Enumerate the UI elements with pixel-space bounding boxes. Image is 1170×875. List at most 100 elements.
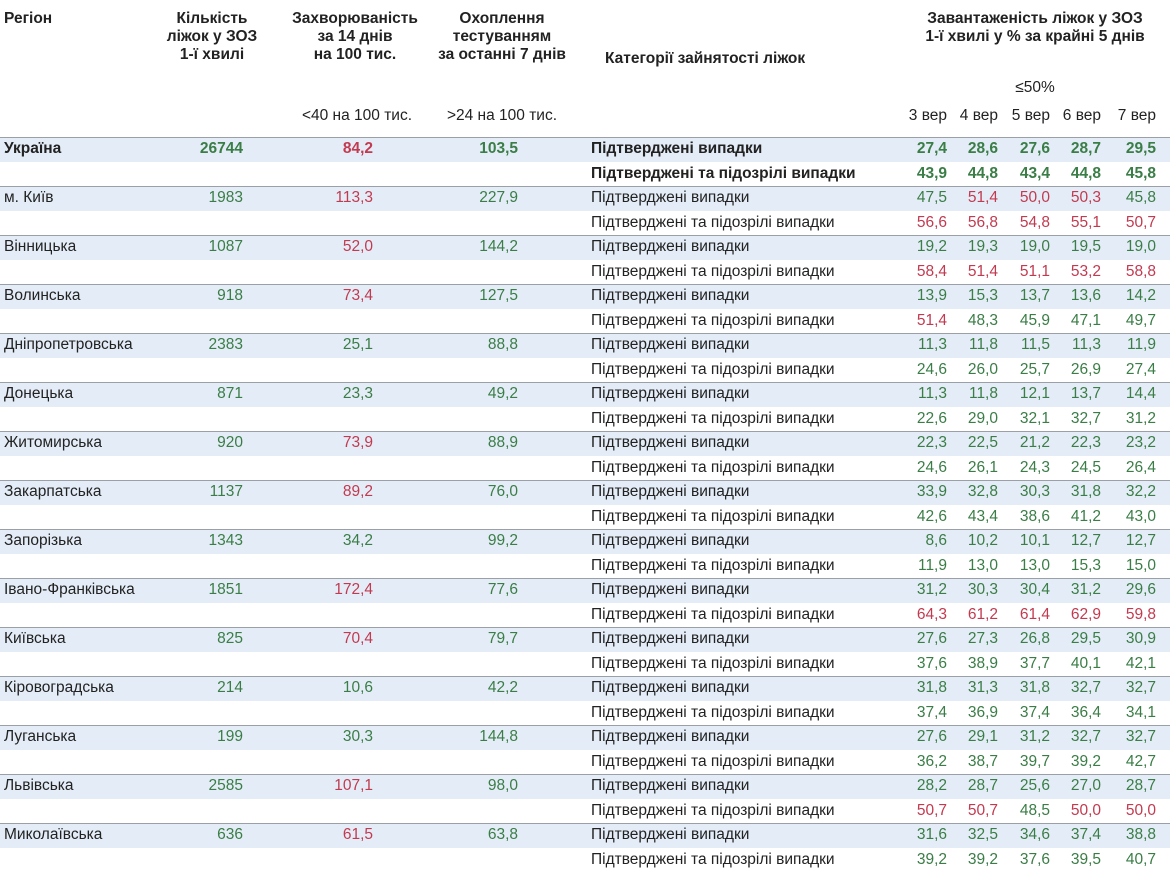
header-category: Категорії зайнятості ліжок (605, 50, 806, 67)
testing-value: 79,7 (487, 630, 518, 647)
header-testing: Охоплення (459, 10, 545, 27)
load-value: 13,0 (1019, 556, 1050, 574)
category-label: Підтверджені та підозрілі випадки (591, 409, 835, 427)
load-value: 51,4 (916, 311, 947, 329)
testing-value: 63,8 (487, 826, 518, 843)
load-value: 31,2 (1125, 409, 1156, 427)
testing-value: 99,2 (487, 532, 518, 549)
testing-value: 42,2 (487, 679, 518, 696)
load-value: 15,3 (967, 287, 998, 304)
category-label: Підтверджені та підозрілі випадки (591, 262, 835, 280)
incidence-value: 172,4 (334, 581, 373, 598)
row-band (0, 627, 1170, 652)
day-header: 3 вер (908, 107, 947, 124)
load-value: 22,5 (967, 434, 998, 451)
category-label: Підтверджені та підозрілі випадки (591, 507, 835, 525)
category-label: Підтверджені випадки (591, 238, 750, 255)
load-value: 39,7 (1019, 752, 1050, 770)
load-value: 61,4 (1019, 605, 1050, 623)
load-value: 19,5 (1070, 238, 1101, 255)
region-name: м. Київ (4, 189, 54, 206)
header-load: Завантаженість ліжок у ЗОЗ (927, 10, 1143, 27)
load-value: 32,2 (1125, 483, 1156, 500)
load-value: 30,4 (1019, 581, 1050, 598)
beds-count: 2383 (208, 336, 243, 353)
load-value: 61,2 (967, 605, 998, 623)
category-label: Підтверджені та підозрілі випадки (591, 458, 835, 476)
load-value: 14,4 (1125, 385, 1156, 402)
incidence-value: 25,1 (342, 336, 373, 353)
load-value: 28,7 (1125, 777, 1156, 794)
beds-count: 214 (217, 679, 243, 696)
category-label: Підтверджені випадки (591, 581, 750, 598)
testing-value: 103,5 (479, 140, 518, 157)
header-beds: Кількість (176, 10, 248, 27)
beds-count: 1087 (208, 238, 243, 255)
beds-count: 26744 (199, 140, 243, 157)
row-separator (0, 382, 1170, 383)
load-value: 38,7 (967, 752, 998, 770)
category-label: Підтверджені випадки (591, 532, 750, 549)
load-value: 27,0 (1070, 777, 1101, 794)
category-label: Підтверджені та підозрілі випадки (591, 703, 835, 721)
row-separator (0, 627, 1170, 628)
row-band (0, 823, 1170, 848)
load-value: 25,6 (1019, 777, 1050, 794)
load-value: 31,2 (1070, 581, 1101, 598)
load-value: 50,7 (967, 801, 998, 819)
load-value: 37,6 (1019, 850, 1050, 868)
row-band (0, 284, 1170, 309)
testing-value: 144,2 (479, 238, 518, 255)
load-value: 26,4 (1125, 458, 1156, 476)
load-value: 44,8 (1070, 164, 1101, 182)
load-value: 29,0 (967, 409, 998, 427)
load-value: 24,5 (1070, 458, 1101, 476)
category-label: Підтверджені та підозрілі випадки (591, 801, 835, 819)
load-value: 42,6 (916, 507, 947, 525)
load-value: 15,3 (1070, 556, 1101, 574)
load-value: 11,8 (968, 385, 998, 402)
region-name: Луганська (4, 728, 77, 745)
load-value: 48,5 (1019, 801, 1050, 819)
testing-value: 76,0 (487, 483, 518, 500)
load-value: 45,8 (1125, 189, 1156, 206)
load-value: 47,1 (1070, 311, 1101, 329)
category-label: Підтверджені випадки (591, 434, 750, 451)
load-value: 12,7 (1125, 532, 1156, 549)
incidence-value: 52,0 (342, 238, 373, 255)
load-value: 32,8 (967, 483, 998, 500)
testing-value: 144,8 (479, 728, 518, 745)
load-value: 10,2 (967, 532, 998, 549)
row-band (0, 186, 1170, 211)
row-separator (0, 725, 1170, 726)
load-value: 11,8 (968, 336, 998, 353)
load-value: 26,1 (967, 458, 998, 476)
load-value: 42,1 (1125, 654, 1156, 672)
load-value: 10,1 (1019, 532, 1050, 549)
load-value: 50,3 (1070, 189, 1101, 206)
load-value: 43,9 (916, 164, 947, 182)
row-band (0, 676, 1170, 701)
row-separator (0, 774, 1170, 775)
region-name: Кіровоградська (4, 679, 114, 696)
load-value: 39,5 (1070, 850, 1101, 868)
header-testing: за останні 7 днів (438, 46, 566, 63)
load-value: 34,1 (1125, 703, 1156, 721)
category-label: Підтверджені та підозрілі випадки (591, 213, 835, 231)
load-value: 30,3 (1019, 483, 1050, 500)
category-label: Підтверджені випадки (591, 385, 750, 402)
load-value: 39,2 (916, 850, 947, 868)
category-label: Підтверджені випадки (591, 826, 750, 843)
category-label: Підтверджені випадки (591, 728, 750, 745)
load-value: 32,7 (1125, 679, 1156, 696)
load-value: 48,3 (967, 311, 998, 329)
category-label: Підтверджені випадки (591, 483, 750, 500)
load-value: 56,6 (916, 213, 947, 231)
load-value: 36,2 (916, 752, 947, 770)
category-label: Підтверджені випадки (591, 140, 763, 157)
load-value: 50,7 (1125, 213, 1156, 231)
row-band (0, 774, 1170, 799)
load-value: 50,0 (1019, 189, 1050, 206)
region-name: Закарпатська (4, 483, 102, 500)
load-value: 47,5 (916, 189, 947, 206)
